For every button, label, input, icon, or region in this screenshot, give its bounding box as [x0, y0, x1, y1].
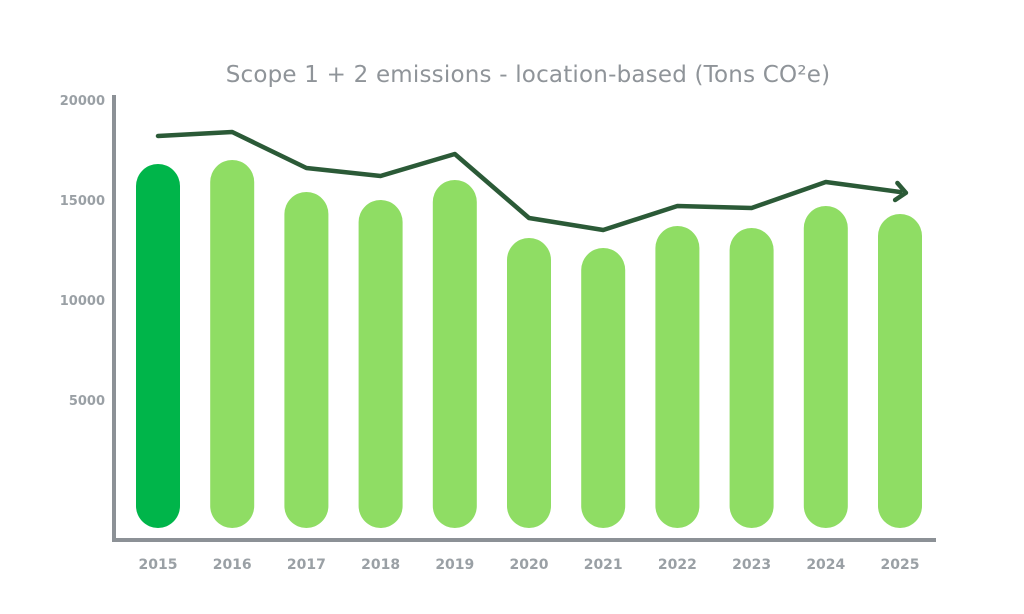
bar-2015: [136, 164, 180, 528]
y-tick-label-10000: 10000: [60, 294, 105, 309]
bar-2021: [581, 248, 626, 528]
chart-title: Scope 1 + 2 emissions - location-based (…: [225, 62, 831, 88]
x-tick-label-2021: 2021: [584, 557, 623, 573]
x-tick-label-2019: 2019: [435, 557, 474, 573]
axes: [112, 95, 936, 542]
trend-line-group: [155, 129, 909, 233]
bar-2016: [210, 160, 255, 528]
bar-2019: [432, 180, 477, 528]
x-tick-label-2025: 2025: [881, 557, 920, 573]
x-tick-label-2017: 2017: [287, 557, 326, 573]
bars: [136, 160, 922, 528]
bar-2020: [507, 238, 551, 528]
x-tick-label-2015: 2015: [139, 557, 178, 573]
x-axis-tick-labels: 2015 2016 2017 2018 2019 2020 2021 2022 2023 2024…: [139, 557, 920, 573]
bar-2017: [284, 192, 329, 528]
bar-2023: [729, 228, 774, 528]
bar-2024: [803, 206, 848, 528]
bar-2018: [358, 200, 403, 528]
y-tick-label-20000: 20000: [60, 94, 105, 109]
trend-arrow-head: [892, 180, 909, 203]
bar-2025: [878, 214, 922, 528]
x-tick-label-2016: 2016: [213, 557, 252, 573]
x-tick-label-2024: 2024: [806, 557, 845, 573]
y-tick-label-5000: 5000: [69, 394, 105, 409]
x-tick-label-2023: 2023: [732, 557, 771, 573]
x-tick-label-2022: 2022: [658, 557, 697, 573]
x-tick-label-2020: 2020: [510, 557, 549, 573]
y-tick-label-15000: 15000: [60, 194, 105, 209]
y-axis-tick-labels: 5000 10000 15000 20000: [60, 94, 105, 409]
trend-line: [155, 129, 903, 233]
bar-2022: [655, 226, 700, 528]
x-tick-label-2018: 2018: [361, 557, 400, 573]
